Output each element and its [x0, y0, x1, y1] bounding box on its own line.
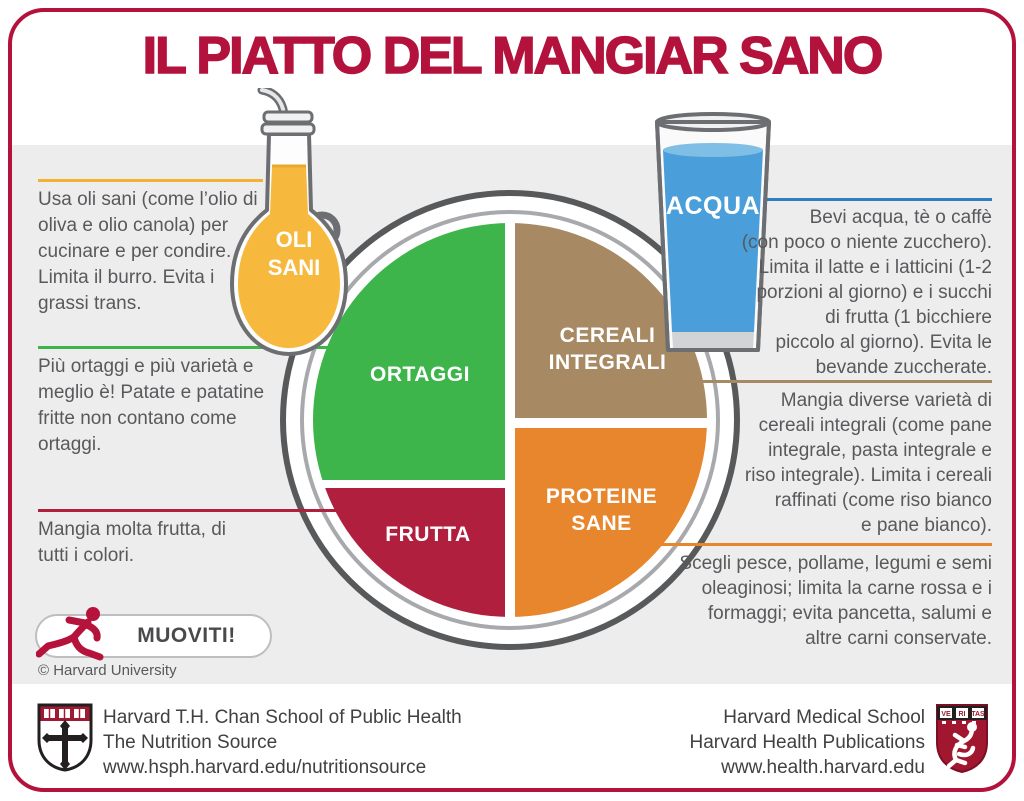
lion-rampant	[946, 725, 976, 769]
oils-rule	[38, 179, 263, 182]
glass-base	[672, 332, 754, 348]
footer-org-line: Harvard Medical School	[723, 707, 925, 728]
vegetables-rule	[38, 346, 336, 349]
oil-bottle-icon	[230, 88, 348, 356]
footer-url: www.health.harvard.edu	[721, 757, 925, 778]
bottle-collar	[262, 110, 314, 124]
fruit-note: Mangia molta frutta, di tutti i colori.	[38, 519, 226, 566]
water-glass-label: ACQUA	[665, 192, 761, 220]
glass-water	[663, 150, 763, 332]
water-note: Bevi acqua, tè o caffè (con poco o nient…	[741, 207, 992, 378]
hms-shield-icon: VE RI TAS	[936, 704, 988, 774]
footer-org-line: The Nutrition Source	[103, 732, 278, 753]
plate-graphic	[280, 190, 740, 650]
plate-label-vegetables: ORTAGGI	[370, 363, 470, 386]
runner-icon	[36, 607, 104, 661]
oils-note: Usa oli sani (come l’olio di oliva e oli…	[38, 189, 258, 314]
svg-text:TAS: TAS	[971, 711, 985, 718]
grains-note: Mangia diverse varietà di cereali integr…	[744, 390, 992, 536]
vegetables-note: Più ortaggi e più varietà e meglio è! Pa…	[38, 356, 265, 455]
bottle-oil	[238, 166, 340, 348]
footer-url: www.hsph.harvard.edu/nutritionsource	[103, 757, 427, 778]
page-title: IL PIATTO DEL MANGIAR SANO	[142, 26, 884, 86]
plate-label-protein: PROTEINE SANE	[545, 485, 658, 535]
protein-rule	[657, 543, 992, 546]
svg-text:RI: RI	[959, 711, 966, 718]
oil-bottle-label: OLI SANI	[267, 227, 321, 280]
move-label: MUOVITI!	[137, 624, 236, 647]
footer-right-text: Harvard Medical School Harvard Health Pu…	[689, 705, 925, 780]
hsph-shield-icon	[37, 703, 93, 772]
footer-org-line: Harvard Health Publications	[689, 732, 925, 753]
copyright-text: © Harvard University	[38, 662, 177, 679]
water-rule	[745, 198, 992, 201]
footer-left-text: Harvard T.H. Chan School of Public Healt…	[103, 705, 462, 780]
water-glass-icon	[655, 112, 771, 352]
protein-note: Scegli pesce, pollame, legumi e semi ole…	[679, 553, 992, 649]
plate-label-whole-grains: CEREALI INTEGRALI	[548, 324, 667, 374]
svg-text:VE: VE	[941, 711, 951, 718]
plate-label-fruit: FRUTTA	[385, 523, 471, 546]
fruit-rule	[38, 509, 343, 512]
grains-rule	[695, 380, 992, 383]
footer-org-line: Harvard T.H. Chan School of Public Healt…	[103, 707, 462, 728]
